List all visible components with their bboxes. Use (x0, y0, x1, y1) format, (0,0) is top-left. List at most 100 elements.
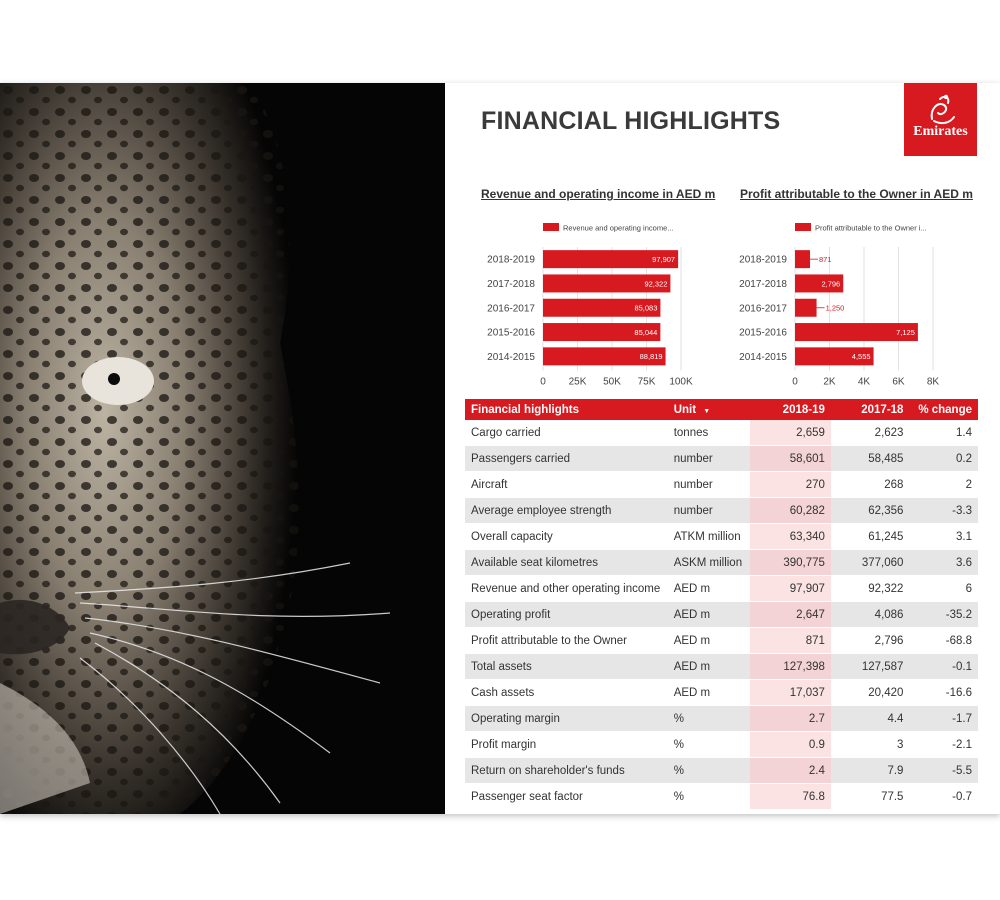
cell-2017-18: 61,245 (830, 523, 910, 550)
table-body: Cargo carried tonnes 2,659 2,623 1.4 Passenge… (465, 420, 978, 810)
cell-2018-19: 0.9 (750, 731, 831, 758)
table-header-row: Financial highlights Unit ▼ 2018-19 2017… (465, 399, 978, 420)
cell-unit: tonnes (667, 420, 751, 446)
table-row[interactable]: Cargo carried tonnes 2,659 2,623 1.4 (465, 420, 978, 446)
legend-swatch (543, 223, 559, 231)
x-tick-label: 0 (540, 377, 546, 388)
cell-change: 3.6 (909, 549, 978, 576)
x-tick-label: 0 (792, 377, 798, 388)
cell-unit: AED m (667, 627, 751, 654)
cell-2017-18: 20,420 (830, 679, 910, 706)
value-label: 1,250 (826, 304, 845, 313)
cell-unit: ASKM million (667, 549, 751, 576)
cell-2017-18: 77.5 (830, 783, 910, 810)
bar[interactable] (795, 323, 918, 342)
value-label: 97,907 (652, 255, 675, 264)
cell-change: -5.5 (909, 757, 978, 784)
bar[interactable] (543, 298, 661, 317)
category-label: 2016-2017 (487, 303, 535, 314)
table-row[interactable]: Overall capacity ATKM million 63,340 61,245… (465, 523, 978, 550)
x-tick-label: 50K (603, 377, 621, 388)
header-2017-18[interactable]: 2017-18 (830, 399, 910, 420)
bar[interactable] (795, 347, 874, 366)
legend-label[interactable]: Revenue and operating income... (563, 224, 674, 233)
cell-2017-18: 4.4 (830, 705, 910, 732)
cell-2018-19: 76.8 (750, 783, 831, 810)
table-row[interactable]: Total assets AED m 127,398 127,587 -0.1 (465, 653, 978, 680)
table-row[interactable]: Profit margin% 0.9 3 -2.1 (465, 731, 978, 758)
cell-2018-19: 390,775 (750, 549, 831, 576)
cell-change: 3.1 (909, 523, 978, 550)
emirates-logo: Emirates (904, 83, 977, 156)
header-change[interactable]: % change (909, 399, 978, 420)
value-label: 88,819 (640, 352, 663, 361)
cell-change: -1.7 (909, 705, 978, 732)
category-label: 2015-2016 (487, 328, 535, 339)
cell-2018-19: 2,647 (750, 601, 831, 628)
profit-bar-chart: Profit attributable to the Owner i... 0 2K… (739, 223, 939, 388)
cell-2018-19: 97,907 (750, 575, 831, 602)
table-row[interactable]: Operating profit AED m 2,647 4,086 -35.2 (465, 601, 978, 628)
bar[interactable] (795, 298, 817, 317)
value-label: 871 (819, 255, 832, 264)
cell-2018-19: 270 (750, 471, 831, 498)
x-tick-label: 2K (823, 377, 836, 388)
x-tick-label: 6K (892, 377, 905, 388)
cell-metric: Profit attributable to the Owner (465, 627, 668, 654)
page-title: FINANCIAL HIGHLIGHTS (481, 107, 781, 135)
cell-metric: Revenue and other operating income (465, 575, 668, 602)
header-2018-19[interactable]: 2018-19 (750, 399, 831, 420)
calligraphy-icon (930, 94, 955, 125)
cell-metric: Cash assets (465, 679, 668, 706)
cell-change: -16.6 (909, 679, 978, 706)
bar[interactable] (795, 250, 811, 269)
table-row[interactable]: Passengers carried number 58,601 58,485 0.2 (465, 445, 978, 472)
financial-highlights-table: Financial highlights Unit ▼ 2018-19 2017… (465, 399, 978, 810)
cell-2017-18: 92,322 (830, 575, 910, 602)
cell-2018-19: 60,282 (750, 497, 831, 524)
cell-unit: AED m (667, 653, 751, 680)
cell-2017-18: 2,796 (830, 627, 910, 654)
category-label: 2014-2015 (487, 352, 535, 363)
cell-unit: ATKM million (667, 523, 751, 550)
cell-metric: Overall capacity (465, 523, 668, 550)
cell-unit: % (667, 783, 751, 810)
header-metric[interactable]: Financial highlights (465, 399, 668, 420)
cell-metric: Aircraft (465, 471, 668, 498)
cell-change: -2.1 (909, 731, 978, 758)
cell-2017-18: 3 (830, 731, 910, 758)
cell-unit: AED m (667, 575, 751, 602)
cell-2018-19: 2.7 (750, 705, 831, 732)
bar[interactable] (543, 274, 671, 293)
leopard-image (0, 83, 445, 814)
table-row[interactable]: Available seat kilometres ASKM million 390… (465, 549, 978, 576)
x-tick-label: 4K (858, 377, 871, 388)
bar[interactable] (543, 347, 666, 366)
bar[interactable] (543, 323, 661, 342)
sort-down-icon[interactable]: ▼ (703, 407, 711, 415)
bar[interactable] (543, 250, 679, 269)
category-label: 2017-2018 (739, 279, 787, 290)
table-row[interactable]: Passenger seat factor% 76.8 77.5 -0.7 (465, 783, 978, 810)
value-label: 85,044 (634, 328, 657, 337)
table-row[interactable]: Profit attributable to the Owner AED m 871… (465, 627, 978, 654)
value-label: 85,083 (634, 304, 657, 313)
cell-2018-19: 871 (750, 627, 831, 654)
x-tick-label: 75K (638, 377, 656, 388)
category-label: 2014-2015 (739, 352, 787, 363)
cell-metric: Operating profit (465, 601, 668, 628)
table-row[interactable]: Average employee strength number 60,282 62,… (465, 497, 978, 524)
table-row[interactable]: Cash assets AED m 17,037 20,420 -16.6 (465, 679, 978, 706)
cell-metric: Passengers carried (465, 445, 668, 472)
table-row[interactable]: Aircraft number 270 268 2 (465, 471, 978, 498)
table-row[interactable]: Return on shareholder's funds% 2.4 7.9 -5.5 (465, 757, 978, 784)
table-row[interactable]: Operating margin% 2.7 4.4 -1.7 (465, 705, 978, 732)
legend-label[interactable]: Profit attributable to the Owner i... (815, 224, 927, 233)
value-label: 7,125 (896, 328, 915, 337)
bar[interactable] (795, 274, 844, 293)
cell-unit: number (667, 445, 751, 472)
header-unit[interactable]: Unit ▼ (667, 399, 751, 420)
category-label: 2017-2018 (487, 279, 535, 290)
cell-2017-18: 2,623 (830, 420, 910, 446)
